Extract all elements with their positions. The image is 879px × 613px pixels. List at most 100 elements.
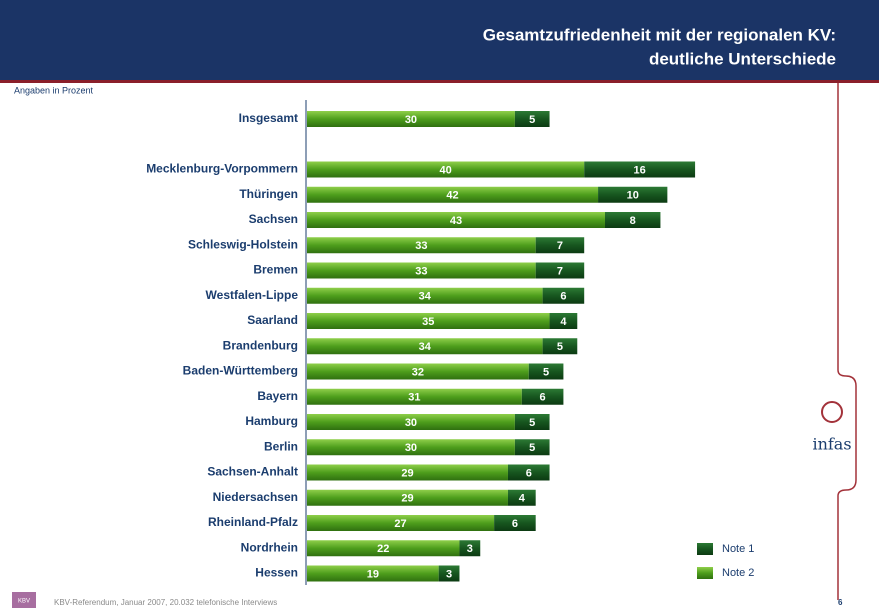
bar-segment [307, 161, 585, 178]
category-label: Baden-Württemberg [183, 364, 298, 378]
category-label: Rheinland-Pfalz [208, 515, 298, 529]
bar-segment [514, 439, 550, 456]
bar-segment [584, 161, 696, 178]
bar-segment [307, 565, 439, 582]
data-label: 3 [467, 543, 473, 555]
data-label: 31 [408, 392, 420, 404]
category-label: Westfalen-Lippe [206, 288, 299, 302]
data-label: 43 [450, 215, 462, 227]
category-label: Schleswig-Holstein [188, 237, 298, 251]
bar-segment [307, 414, 515, 430]
bar-segment [507, 464, 550, 481]
data-label: 5 [557, 341, 563, 353]
data-label: 32 [412, 366, 424, 378]
category-label: Mecklenburg-Vorpommern [146, 162, 298, 176]
bar-segment [542, 338, 578, 355]
bar-segment [598, 186, 668, 203]
category-label: Niedersachsen [213, 490, 298, 504]
data-label: 30 [405, 442, 417, 454]
category-label: Sachsen [249, 212, 298, 226]
bar-segment [307, 212, 605, 228]
bar-segment [307, 515, 495, 531]
legend-label: Note 1 [722, 543, 754, 555]
category-label: Thüringen [239, 187, 298, 201]
bar-segment [528, 363, 564, 380]
data-label: 19 [367, 568, 379, 580]
data-label: 7 [557, 265, 563, 277]
data-label: 7 [557, 240, 563, 252]
data-label: 33 [415, 240, 427, 252]
category-label: Bayern [257, 389, 298, 403]
data-label: 8 [630, 215, 636, 227]
bar-segment [307, 464, 508, 481]
bar-segment [307, 313, 550, 329]
logo: infas [812, 435, 851, 454]
bar-segment [514, 111, 550, 127]
bar-segment [459, 540, 481, 557]
bar-segment [307, 489, 508, 506]
category-label: Nordrhein [241, 540, 298, 554]
bar-segment [307, 540, 460, 557]
data-label: 6 [540, 392, 546, 404]
bar-segment [307, 287, 543, 304]
bar-segment [514, 414, 550, 430]
data-label: 33 [415, 265, 427, 277]
page-number: 6 [838, 598, 843, 607]
kbv-logo-text: KBV [18, 599, 30, 605]
data-label: 6 [560, 291, 566, 303]
bar-segment [438, 565, 460, 582]
title-line: Gesamtzufriedenheit mit der regionalen K… [483, 25, 836, 44]
bar-segment [535, 237, 585, 254]
bar-segment [542, 287, 585, 304]
category-label: Hessen [255, 566, 298, 580]
legend-label: Note 2 [722, 567, 754, 579]
data-label: 6 [526, 467, 532, 479]
bar-segment [307, 237, 536, 254]
category-label: Saarland [247, 313, 298, 327]
data-label: 27 [394, 518, 406, 530]
category-label: Hamburg [245, 414, 298, 428]
data-label: 30 [405, 114, 417, 126]
bar-segment [521, 388, 564, 405]
data-label: 30 [405, 417, 417, 429]
bar-segment [494, 515, 536, 531]
data-label: 4 [560, 316, 567, 328]
bar-segment [307, 111, 515, 127]
category-label: Insgesamt [239, 111, 298, 125]
category-label: Berlin [264, 439, 298, 453]
header-rule [0, 80, 879, 83]
data-label: 5 [529, 442, 535, 454]
category-label: Brandenburg [223, 338, 298, 352]
data-label: 35 [422, 316, 434, 328]
data-label: 10 [627, 190, 639, 202]
data-label: 3 [446, 568, 452, 580]
kbv-logo [12, 592, 36, 608]
data-label: 22 [377, 543, 389, 555]
subtitle: Angaben in Prozent [14, 85, 94, 95]
bar-segment [307, 388, 522, 405]
data-label: 29 [401, 467, 413, 479]
data-label: 29 [401, 493, 413, 505]
legend-swatch [697, 543, 713, 555]
bar-segment [307, 262, 536, 279]
legend-swatch [697, 567, 713, 579]
data-label: 16 [634, 164, 646, 176]
category-label: Bremen [253, 263, 298, 277]
data-label: 34 [419, 341, 432, 353]
category-label: Sachsen-Anhalt [207, 465, 298, 479]
data-label: 5 [529, 114, 535, 126]
bar-segment [307, 363, 529, 380]
bar-segment [549, 313, 578, 329]
data-label: 42 [446, 190, 458, 202]
data-label: 6 [512, 518, 518, 530]
data-label: 40 [439, 164, 451, 176]
data-label: 34 [419, 291, 432, 303]
bar-segment [307, 338, 543, 355]
bar-segment [535, 262, 585, 279]
footer: KBV-Referendum, Januar 2007, 20.032 tele… [54, 598, 277, 607]
data-label: 5 [543, 366, 549, 378]
bar-segment [604, 212, 661, 228]
bar-segment [307, 186, 599, 203]
header-band [0, 0, 879, 80]
